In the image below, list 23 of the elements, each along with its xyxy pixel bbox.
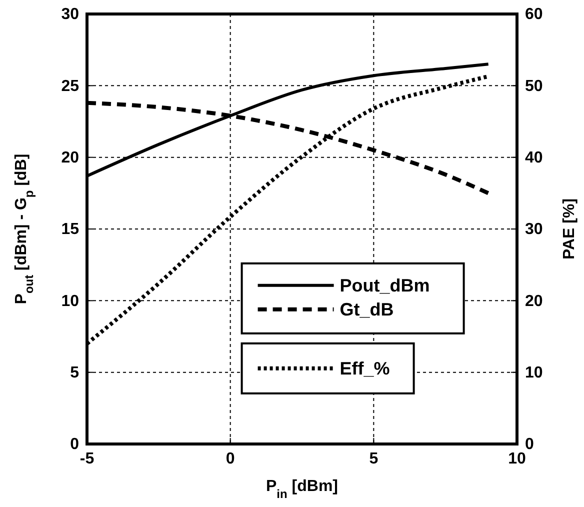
y-tick-label: 15: [61, 221, 80, 238]
y2-tick-label: 40: [525, 149, 543, 166]
x-axis-title: P$_{in}$ [dBm]: [266, 478, 338, 501]
y-tick-label: 5: [70, 364, 80, 382]
y2-axis-title: PAE [%]: [561, 198, 578, 260]
x-tick-label: 0: [226, 450, 235, 468]
x-tick-label: 10: [508, 450, 526, 468]
y2-tick-label: 0: [525, 436, 534, 454]
legend-label: Pout_dBm: [340, 275, 430, 296]
y-tick-label: 30: [61, 6, 80, 24]
y2-tick-label: 50: [525, 78, 543, 95]
y2-tick-label: 30: [525, 221, 543, 238]
y2-tick-label: 10: [525, 364, 543, 382]
y-tick-label: 25: [61, 78, 80, 95]
y2-tick-label: 20: [525, 292, 543, 310]
x-tick-label: -5: [80, 450, 94, 468]
y-tick-label: 0: [70, 436, 80, 454]
legend-label: Gt_dB: [340, 299, 394, 320]
y-tick-label: 10: [61, 292, 80, 310]
x-tick-label: 5: [369, 450, 378, 468]
y-tick-label: 20: [61, 149, 80, 166]
legend-label: Eff_%: [340, 358, 390, 378]
y2-tick-label: 60: [525, 6, 543, 24]
